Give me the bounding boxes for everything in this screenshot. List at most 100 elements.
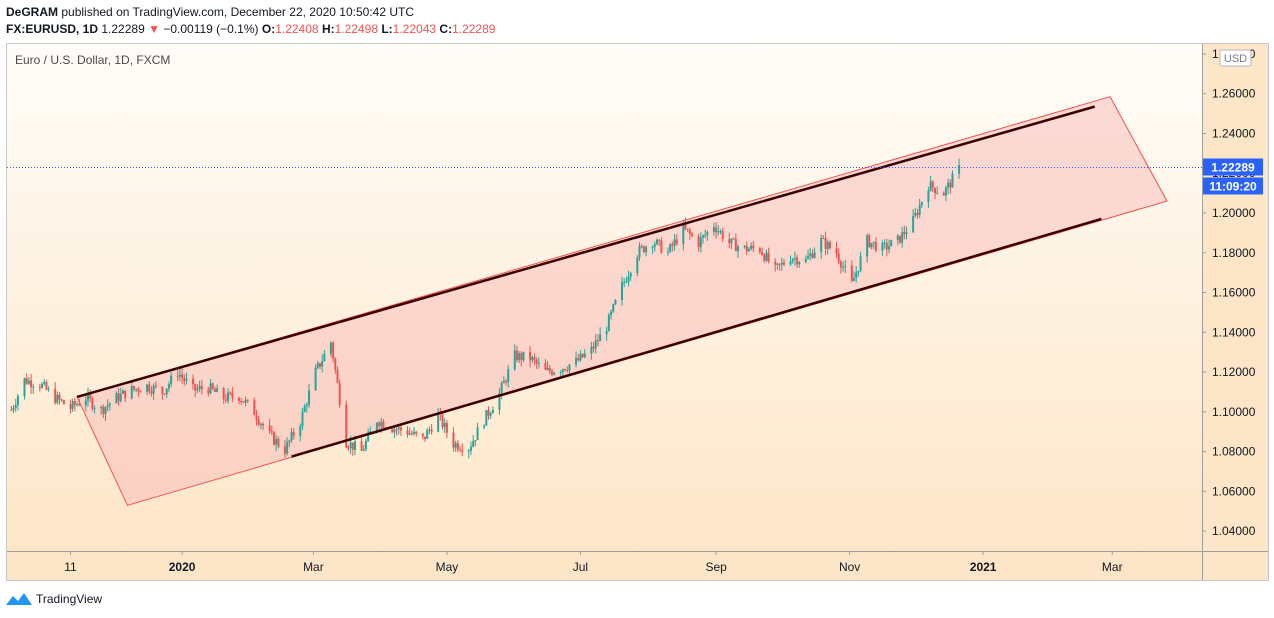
candle-body [259, 423, 262, 425]
countdown-badge [1203, 177, 1263, 195]
candle-body [336, 369, 339, 383]
candle-body [242, 401, 245, 403]
candle-body [41, 383, 44, 388]
candle-body [301, 411, 304, 427]
time-tick-label: 2020 [169, 560, 196, 574]
candle-body [719, 231, 722, 233]
candle-body [566, 370, 569, 372]
candle-body [717, 231, 720, 233]
candle-body [592, 346, 595, 349]
time-axis[interactable]: 11 2020 Mar May Jul Sep Nov 2021 Mar [64, 551, 1123, 574]
candle-body [568, 364, 571, 371]
candle-body [837, 253, 840, 262]
candle-body [148, 384, 151, 392]
candle-body [625, 281, 628, 283]
candle-body [227, 392, 230, 401]
candle-body [117, 393, 120, 401]
time-tick-label: Nov [839, 560, 860, 574]
candle-body [870, 242, 873, 248]
candle-body [391, 428, 394, 433]
candle-body [54, 388, 57, 403]
candle-body [146, 384, 149, 393]
candle-body [393, 429, 396, 433]
currency-badge-label: USD [1224, 53, 1247, 65]
candle-body [500, 383, 503, 394]
price-tick-label: 1.26000 [1212, 87, 1256, 101]
candle-body [445, 422, 448, 433]
candle-body [936, 192, 939, 194]
candle-body [947, 182, 950, 188]
candle-body [413, 431, 416, 435]
time-tick-label: May [436, 560, 459, 574]
candle-body [106, 405, 109, 408]
candle-body [229, 392, 232, 394]
candle-body [244, 399, 247, 403]
price-axis[interactable]: 1.04000 1.06000 1.08000 1.10000 1.12000 1.140… [1202, 47, 1256, 538]
open-label: O: [261, 22, 276, 36]
candle-body [222, 388, 225, 400]
candle-body [303, 406, 306, 412]
candle-body [623, 282, 626, 284]
candle-body [931, 181, 934, 188]
candle-body [84, 400, 87, 406]
candle-body [262, 423, 265, 426]
candle-body [811, 253, 814, 258]
candle-body [918, 205, 921, 215]
candle-body [822, 238, 825, 240]
candle-body [216, 388, 219, 392]
candle-body [697, 236, 700, 248]
candle-body [914, 212, 917, 216]
chart-frame[interactable] [6, 43, 1269, 581]
candle-body [583, 353, 586, 358]
channel-lines[interactable] [76, 105, 1102, 458]
candle-body [903, 231, 906, 235]
candle-body [130, 386, 133, 399]
candle-body [76, 404, 79, 406]
candle-body [200, 386, 203, 390]
candle-body [610, 311, 613, 315]
currency-badge[interactable] [1219, 49, 1252, 67]
candle-body [612, 304, 615, 312]
candle-body [820, 238, 823, 253]
candle-body [12, 407, 15, 410]
candle-body [944, 187, 947, 196]
candle-body [485, 410, 488, 426]
candle-body [594, 340, 597, 349]
candle-body [513, 350, 516, 370]
candle-body [351, 442, 354, 450]
candle-body [505, 381, 508, 383]
candle-body [550, 371, 553, 375]
candle-body [807, 256, 810, 259]
candles [10, 158, 961, 459]
candle-body [835, 248, 838, 254]
candle-body [561, 369, 564, 373]
candle-body [853, 278, 856, 281]
candle-body [671, 244, 674, 246]
candle-body [666, 251, 669, 253]
candle-body [645, 247, 648, 253]
candle-body [209, 383, 212, 394]
close-value: 1.22289 [452, 22, 496, 36]
candle-body [599, 334, 602, 342]
candle-body [791, 259, 794, 262]
candle-body [132, 386, 135, 390]
candle-body [590, 346, 593, 354]
candle-body [675, 239, 678, 244]
candle-body [192, 378, 195, 385]
candle-body [515, 350, 518, 361]
candle-body [58, 394, 61, 400]
candle-body [467, 450, 470, 452]
candle-body [826, 242, 829, 249]
candle-body [211, 383, 214, 389]
candle-body [636, 257, 639, 274]
candle-body [347, 447, 350, 449]
candle-body [115, 393, 118, 404]
candle-body [321, 361, 324, 367]
candle-body [10, 409, 13, 411]
candle-body [292, 432, 295, 436]
candle-body [734, 238, 737, 252]
candle-body [638, 246, 641, 258]
candle-body [529, 351, 532, 361]
candle-body [520, 353, 523, 360]
